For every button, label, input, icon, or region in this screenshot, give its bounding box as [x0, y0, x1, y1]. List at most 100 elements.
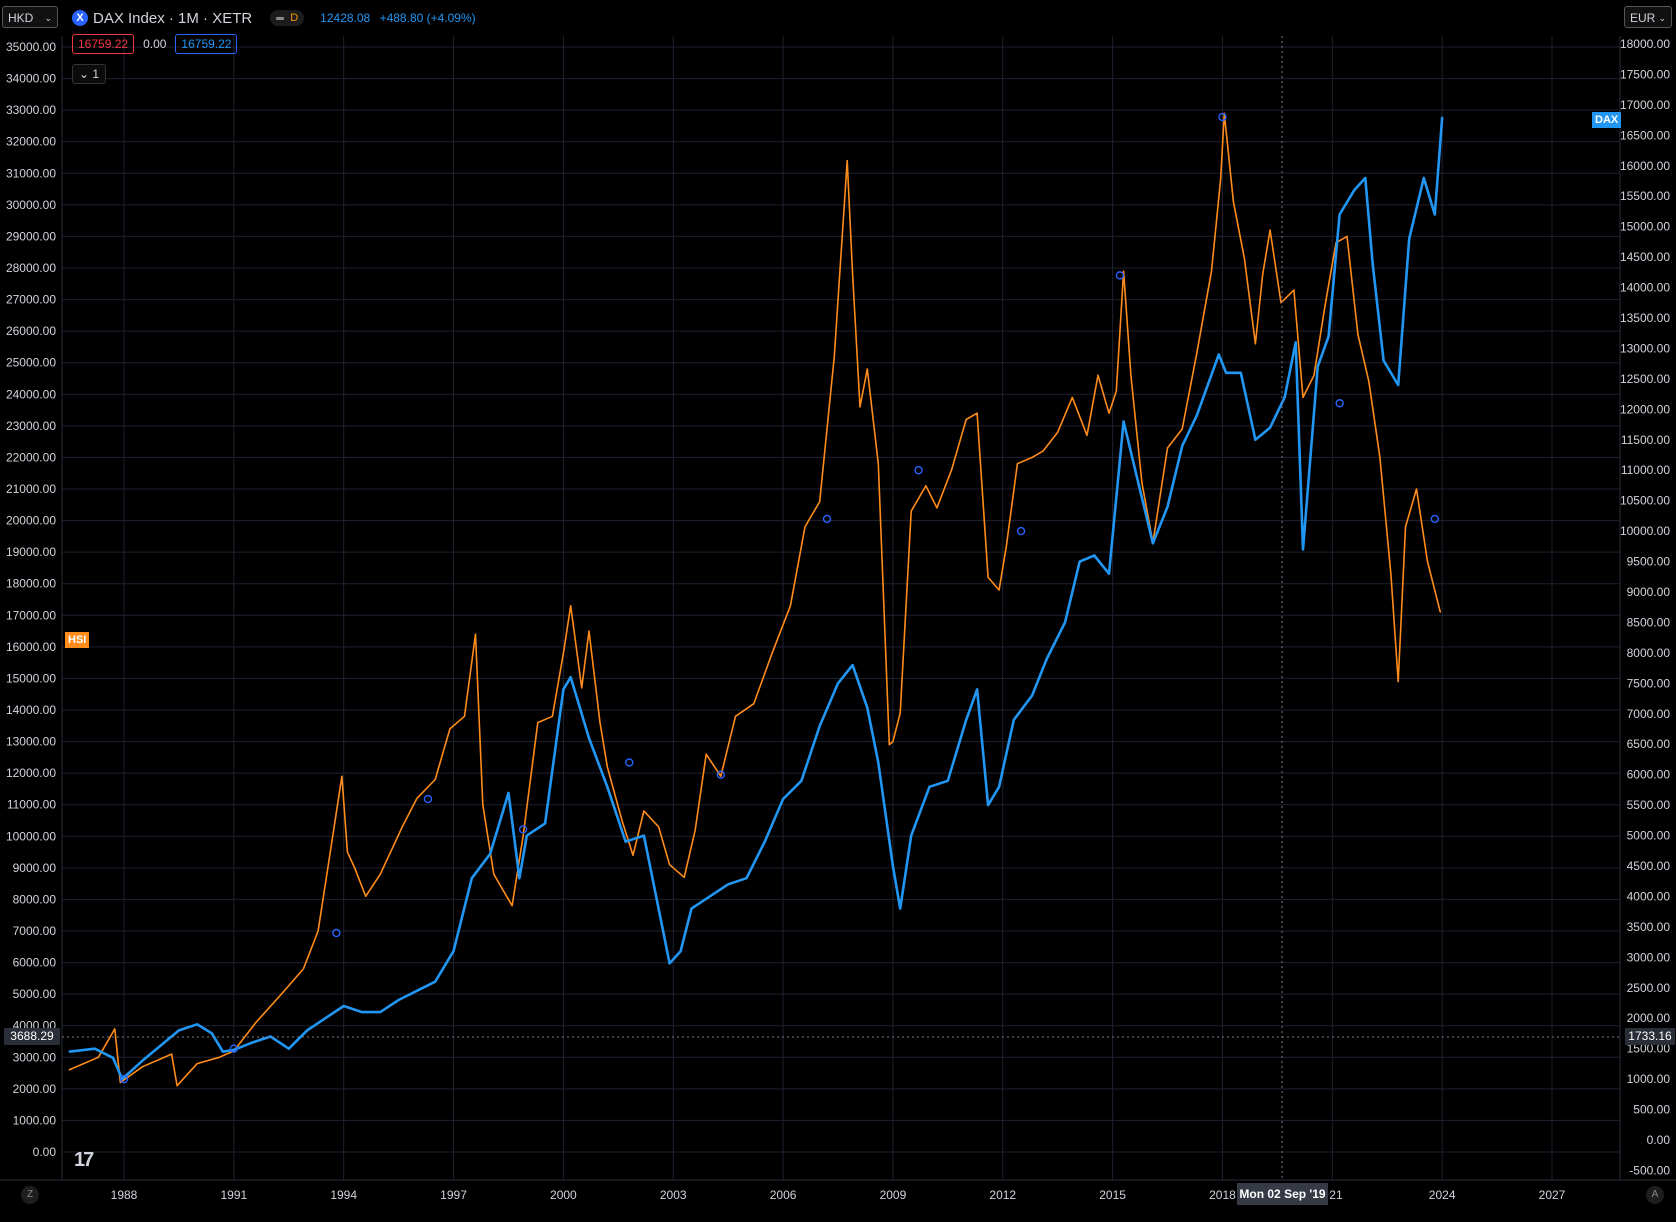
- dax-data-point: [526, 834, 528, 837]
- right-price-axis[interactable]: -500.00 0.00 500.00 1000.00 1500.00 2000.00 25…: [1620, 37, 1670, 1177]
- left-axis-tick-label: 13000.00: [6, 735, 56, 749]
- hsi-data-point: [1196, 352, 1198, 354]
- left-currency-select[interactable]: HKD ⌄: [2, 6, 58, 28]
- right-axis-tick-label: 500.00: [1633, 1103, 1670, 1117]
- hsi-data-point: [1220, 179, 1222, 181]
- event-marker-icon[interactable]: [716, 770, 726, 779]
- hsi-data-point: [1426, 561, 1429, 563]
- left-axis-tick-label: 25000.00: [6, 356, 56, 370]
- time-axis-tick-label: 2009: [880, 1188, 907, 1202]
- hsi-data-point: [1210, 270, 1213, 272]
- hsi-data-point: [551, 715, 554, 717]
- left-axis-tick-label: 20000.00: [6, 514, 56, 528]
- hsi-data-point: [1368, 381, 1370, 383]
- hsi-data-point: [1357, 333, 1359, 335]
- right-axis-tick-label: 3000.00: [1627, 950, 1671, 964]
- hsi-data-point: [482, 804, 484, 806]
- event-marker-icon[interactable]: [625, 758, 634, 767]
- event-marker-icon[interactable]: [1335, 399, 1344, 408]
- hsi-data-point: [171, 1053, 173, 1055]
- dax-data-point: [606, 786, 608, 788]
- time-axis[interactable]: 1988 1991 1994 1997 2000 2003 2006 2009 2012 2015…: [111, 1188, 1566, 1202]
- tradingview-logo[interactable]: 17: [74, 1149, 94, 1171]
- indicators-toggle-button[interactable]: ⌄ 1: [72, 64, 106, 84]
- dax-data-point: [196, 1023, 198, 1025]
- hsi-data-point: [1086, 434, 1088, 436]
- dax-data-point: [1031, 694, 1033, 697]
- hsi-data-point: [537, 722, 539, 724]
- dax-data-point: [877, 761, 879, 764]
- hsi-data-point: [987, 576, 989, 579]
- event-marker-icon[interactable]: [822, 514, 832, 524]
- hsi-data-point: [434, 778, 436, 781]
- event-marker-icon[interactable]: [914, 466, 923, 475]
- left-axis-tick-label: 21000.00: [6, 482, 56, 496]
- left-axis-tick-label: 35000.00: [6, 40, 56, 54]
- dax-data-point: [452, 950, 455, 952]
- left-axis-tick-label: 8000.00: [13, 892, 57, 906]
- event-marker-icon[interactable]: [1016, 526, 1026, 536]
- event-marker-icon[interactable]: [518, 825, 528, 834]
- right-axis-tick-label: 15000.00: [1620, 220, 1670, 234]
- dax-data-point: [570, 676, 572, 678]
- dax-line: [68, 117, 1444, 1081]
- event-marker-icon[interactable]: [1218, 112, 1227, 122]
- hsi-data-point: [581, 687, 583, 689]
- hsi-data-point: [804, 526, 806, 528]
- dax-data-point: [434, 981, 436, 983]
- sell-price-button[interactable]: 16759.22: [72, 34, 135, 54]
- event-marker-icon[interactable]: [229, 1044, 239, 1053]
- right-axis-tick-label: 3500.00: [1627, 920, 1671, 934]
- time-axis-tick-label: 2024: [1429, 1188, 1456, 1202]
- hsi-data-point: [998, 589, 1000, 591]
- change-value: +488.80 (+4.09%): [379, 11, 476, 25]
- hsi-data-point: [899, 712, 901, 714]
- dax-data-point: [269, 1035, 272, 1038]
- time-axis-tick-label: 1997: [440, 1188, 467, 1202]
- right-axis-tick-label: 15500.00: [1620, 189, 1670, 203]
- hsi-data-point: [877, 463, 879, 465]
- plot-area: [62, 36, 1620, 1180]
- dax-data-point: [1137, 481, 1139, 483]
- hsi-data-point: [643, 810, 645, 812]
- interval-badge[interactable]: D: [270, 10, 305, 26]
- left-axis-tick-label: 3000.00: [13, 1050, 57, 1064]
- hsi-data-point: [1123, 270, 1125, 272]
- right-axis-tick-label: 16000.00: [1620, 159, 1670, 173]
- market-status-icon: [276, 16, 285, 20]
- hsi-data-point: [1166, 447, 1169, 449]
- right-currency-select[interactable]: EUR ⌄: [1624, 6, 1672, 28]
- symbol-title[interactable]: DAX Index · 1M · XETR: [93, 9, 253, 27]
- right-axis-tick-label: 17000.00: [1620, 98, 1670, 112]
- crosshair-right-price: 1733.16: [1625, 1028, 1675, 1045]
- dax-data-point: [489, 853, 491, 855]
- hsi-data-point: [176, 1085, 178, 1087]
- dax-data-point: [251, 1041, 253, 1044]
- event-marker-icon[interactable]: [1430, 514, 1440, 524]
- event-marker-icon[interactable]: [119, 1074, 129, 1084]
- buy-price-button[interactable]: 16759.22: [175, 34, 238, 54]
- spread-value: 0.00: [143, 37, 167, 51]
- dax-data-point: [819, 725, 821, 727]
- left-axis-tick-label: 28000.00: [6, 261, 56, 275]
- hsi-data-point: [1108, 412, 1110, 414]
- right-axis-tick-label: 4000.00: [1627, 889, 1671, 903]
- event-marker-icon[interactable]: [423, 794, 433, 804]
- dax-data-point: [1079, 560, 1081, 563]
- zoom-toggle-button[interactable]: Z: [21, 1186, 39, 1204]
- hsi-data-point: [354, 867, 356, 869]
- chevron-down-icon: ⌄: [1658, 13, 1666, 23]
- left-axis-tick-label: 30000.00: [6, 198, 56, 212]
- symbol-legend[interactable]: X DAX Index · 1M · XETR D 12428.08 +488.…: [72, 7, 476, 29]
- event-marker-icon[interactable]: [332, 928, 341, 938]
- left-price-axis[interactable]: 0.001000.002000.003000.004000.005000.006…: [6, 40, 56, 1159]
- dax-data-point: [141, 1060, 143, 1062]
- dax-data-point: [976, 688, 978, 691]
- dax-data-point: [507, 792, 510, 794]
- event-marker-icon[interactable]: [1115, 271, 1125, 280]
- dax-data-point: [1295, 341, 1297, 343]
- auto-scale-button[interactable]: A: [1646, 1186, 1664, 1204]
- dax-data-point: [1441, 116, 1443, 118]
- hsi-data-point: [1439, 611, 1441, 613]
